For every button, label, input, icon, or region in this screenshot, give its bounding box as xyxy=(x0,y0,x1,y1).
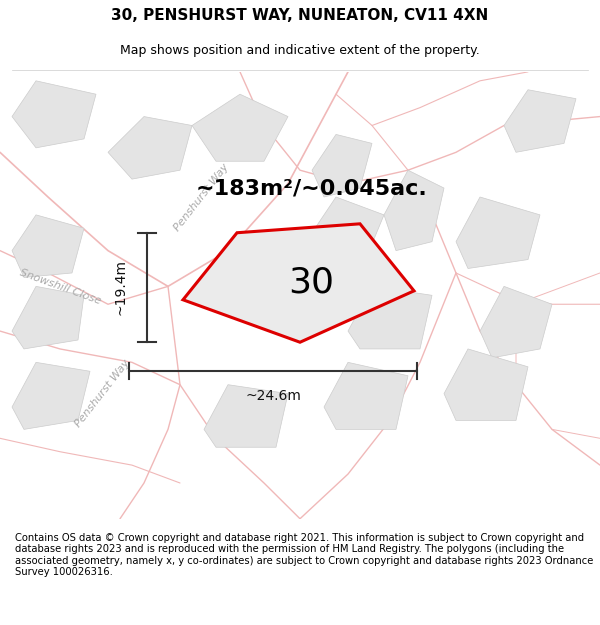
Text: Penshurst Way: Penshurst Way xyxy=(73,358,131,429)
Text: Map shows position and indicative extent of the property.: Map shows position and indicative extent… xyxy=(120,44,480,57)
Text: ~24.6m: ~24.6m xyxy=(245,389,301,403)
Polygon shape xyxy=(480,286,552,358)
Polygon shape xyxy=(300,197,384,273)
Polygon shape xyxy=(504,90,576,152)
Polygon shape xyxy=(12,81,96,148)
Polygon shape xyxy=(192,94,288,161)
Text: ~19.4m: ~19.4m xyxy=(113,259,127,316)
Text: Contains OS data © Crown copyright and database right 2021. This information is : Contains OS data © Crown copyright and d… xyxy=(15,532,593,578)
Polygon shape xyxy=(108,116,192,179)
Polygon shape xyxy=(444,349,528,421)
Polygon shape xyxy=(384,170,444,251)
Polygon shape xyxy=(12,286,84,349)
Text: ~183m²/~0.045ac.: ~183m²/~0.045ac. xyxy=(196,178,428,198)
Polygon shape xyxy=(12,362,90,429)
Polygon shape xyxy=(324,362,408,429)
Polygon shape xyxy=(456,197,540,269)
Polygon shape xyxy=(348,286,432,349)
Text: 30: 30 xyxy=(288,266,334,299)
Polygon shape xyxy=(12,215,84,278)
Polygon shape xyxy=(204,384,288,448)
Text: Penshurst Way: Penshurst Way xyxy=(172,161,230,232)
Polygon shape xyxy=(312,134,372,197)
Text: 30, PENSHURST WAY, NUNEATON, CV11 4XN: 30, PENSHURST WAY, NUNEATON, CV11 4XN xyxy=(112,8,488,23)
Text: Snowshill Close: Snowshill Close xyxy=(18,267,102,306)
Polygon shape xyxy=(183,224,414,343)
